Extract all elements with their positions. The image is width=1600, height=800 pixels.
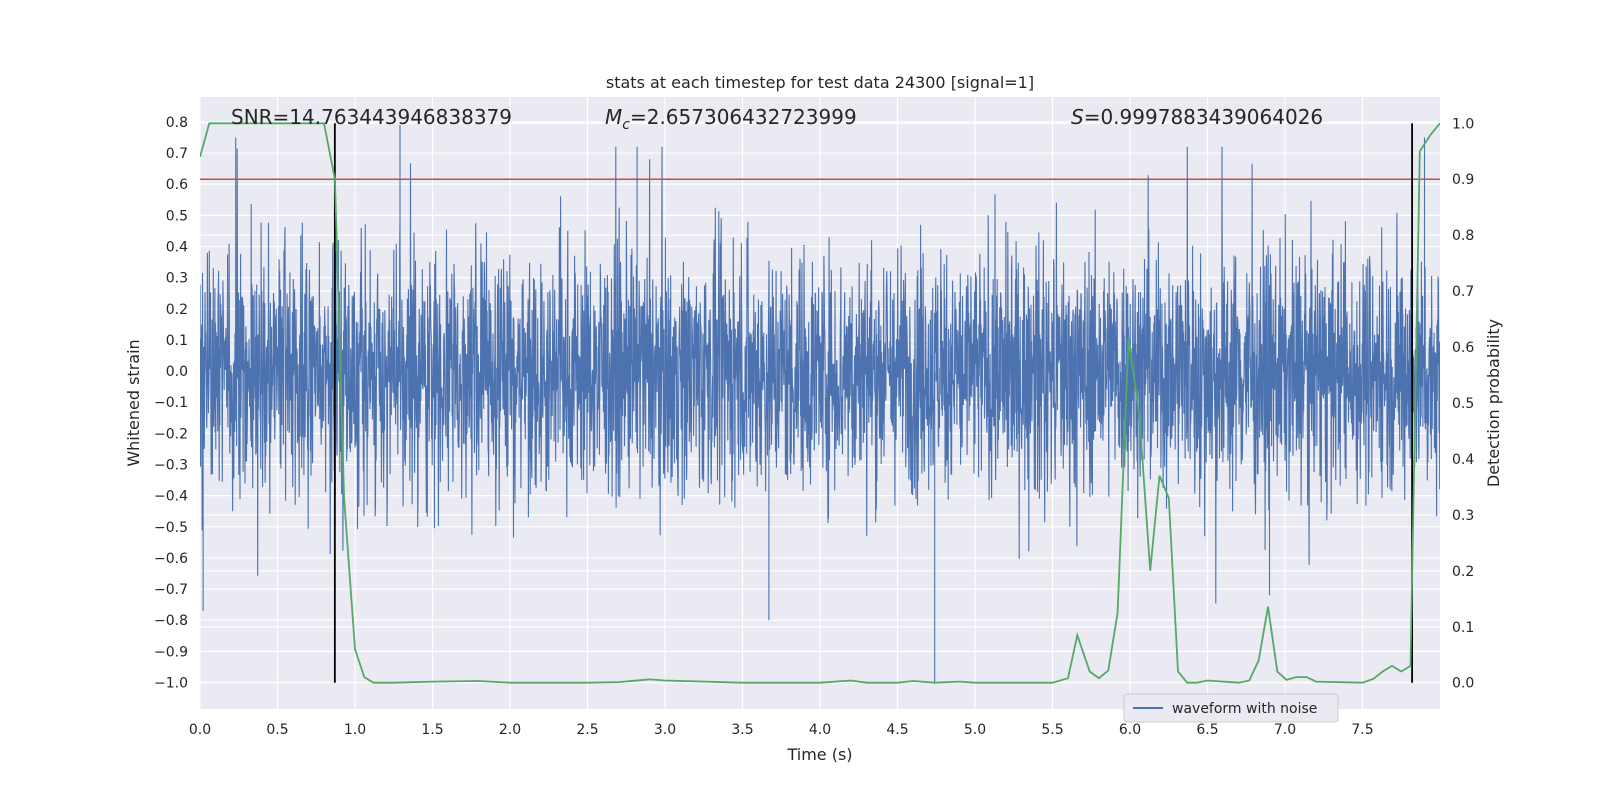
x-axis-ticks: 0.0 0.5 1.0 1.5 2.0 2.5 3.0 3.5 4.0 4.5 5.0 5.5 6.0 6… (189, 722, 1374, 738)
legend-box (1123, 693, 1339, 723)
y2-tick-label: 0.5 (1452, 396, 1474, 412)
detection-probability-series-line (200, 122, 1440, 684)
score-symbol: S (1071, 105, 1084, 129)
y-tick-label: −0.6 (154, 551, 188, 567)
x-tick-label: 2.5 (576, 722, 598, 738)
x-tick-label: 6.0 (1119, 722, 1141, 738)
y2-tick-label: 0.8 (1452, 228, 1474, 244)
waveform-series-line (200, 125, 1440, 683)
y2-tick-label: 0.6 (1452, 340, 1474, 356)
x-tick-label: 1.5 (421, 722, 443, 738)
y-tick-label: −0.9 (154, 644, 188, 660)
y2-axis-label: Detection probability (1484, 319, 1503, 487)
y-tick-label: −0.7 (154, 582, 188, 598)
y-axis-ticks: 0.8 0.7 0.6 0.5 0.4 0.3 0.2 0.1 0.0 −0.1 −0.2 −0.3 −… (154, 115, 188, 692)
y-tick-label: −0.8 (154, 613, 188, 629)
y-tick-label: 0.3 (166, 271, 188, 287)
y2-tick-label: 1.0 (1452, 116, 1474, 132)
y2-axis-ticks: 1.0 0.9 0.8 0.7 0.6 0.5 0.4 0.3 0.2 0.1 0.0 (1452, 116, 1474, 691)
y-tick-label: 0.1 (166, 333, 188, 349)
chirp-mass-subscript: c (622, 117, 630, 133)
y-tick-label: −0.1 (154, 395, 188, 411)
score-annotation: S=0.9997883439064026 (1071, 105, 1323, 129)
x-tick-label: 3.0 (654, 722, 676, 738)
chirp-mass-annotation: Mc=2.657306432723999 (605, 105, 857, 133)
y-tick-label: 0.6 (166, 177, 188, 193)
y2-tick-label: 0.0 (1452, 676, 1474, 692)
y2-tick-label: 0.4 (1452, 452, 1474, 468)
x-tick-label: 2.0 (499, 722, 521, 738)
legend: waveform with noise (1123, 693, 1339, 723)
y-tick-label: 0.2 (166, 302, 188, 318)
x-tick-label: 1.0 (344, 722, 366, 738)
y-tick-label: 0.8 (166, 115, 188, 131)
y2-tick-label: 0.3 (1452, 508, 1474, 524)
snr-annotation: SNR=14.763443946838379 (231, 105, 512, 129)
x-tick-label: 4.5 (886, 722, 908, 738)
score-value: =0.9997883439064026 (1084, 105, 1323, 129)
x-tick-label: 7.0 (1274, 722, 1296, 738)
y-tick-label: −0.3 (154, 458, 188, 474)
y-tick-label: −0.2 (154, 426, 188, 442)
y2-tick-label: 0.2 (1452, 564, 1474, 580)
x-tick-label: 6.5 (1196, 722, 1218, 738)
y-tick-label: −0.4 (154, 489, 188, 505)
x-axis-label: Time (s) (786, 745, 852, 764)
y-axis-label: Whitened strain (124, 339, 143, 466)
y-tick-label: 0.0 (166, 364, 188, 380)
x-tick-label: 0.5 (266, 722, 288, 738)
x-tick-label: 5.5 (1041, 722, 1063, 738)
x-tick-label: 7.5 (1351, 722, 1373, 738)
y-tick-label: −1.0 (154, 676, 188, 692)
x-tick-label: 5.0 (964, 722, 986, 738)
chirp-mass-symbol: M (605, 105, 622, 129)
chirp-mass-value: =2.657306432723999 (630, 105, 857, 129)
chart-title: stats at each timestep for test data 243… (606, 73, 1034, 92)
x-tick-label: 4.0 (809, 722, 831, 738)
y-tick-label: −0.5 (154, 520, 188, 536)
y-tick-label: 0.7 (166, 146, 188, 162)
y2-tick-label: 0.1 (1452, 620, 1474, 636)
y2-tick-label: 0.9 (1452, 172, 1474, 188)
legend-label-waveform: waveform with noise (1172, 701, 1317, 717)
x-tick-label: 0.0 (189, 722, 211, 738)
y2-tick-label: 0.7 (1452, 284, 1474, 300)
x-tick-label: 3.5 (731, 722, 753, 738)
y-tick-label: 0.4 (166, 239, 188, 255)
y-tick-label: 0.5 (166, 208, 188, 224)
